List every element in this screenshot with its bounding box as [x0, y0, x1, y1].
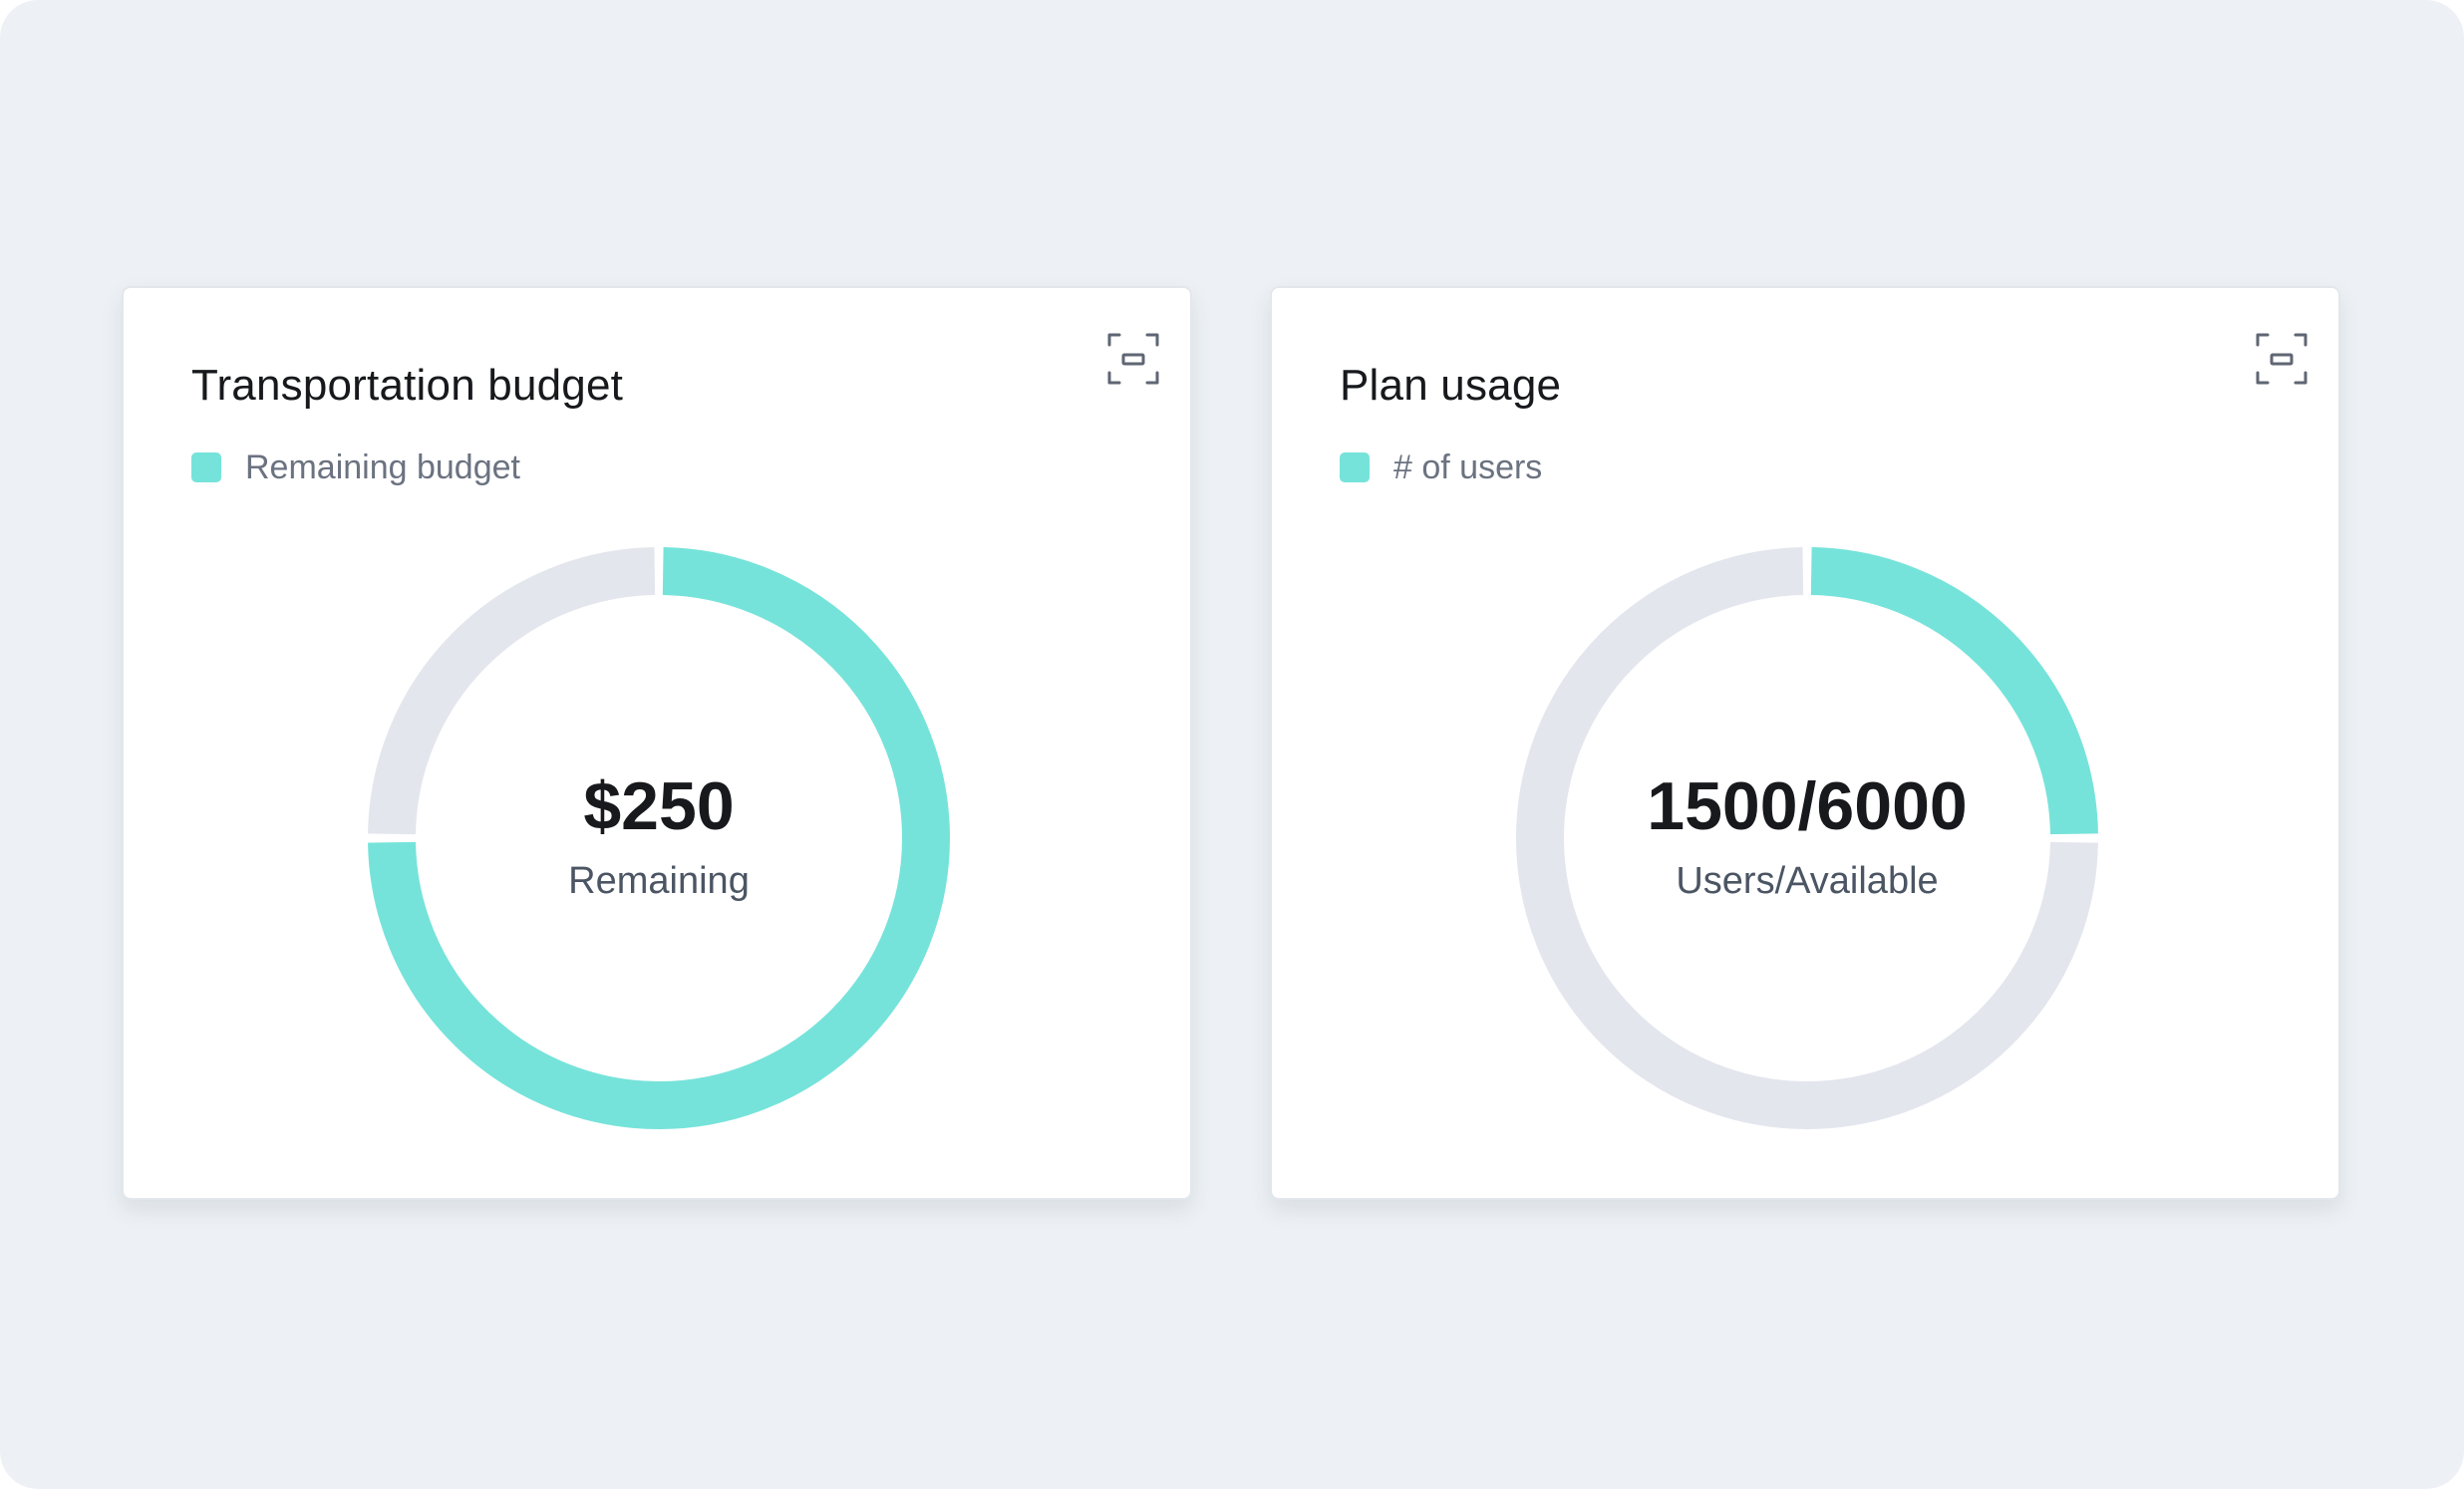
plan-usage-card: Plan usage # of users 1500/6000 Users/Av… [1270, 286, 2340, 1200]
chart-legend: # of users [1340, 447, 1542, 487]
donut-track [1516, 547, 2098, 1129]
donut-chart: $250 Remaining [368, 547, 950, 1129]
donut-center: 1500/6000 Users/Available [1516, 547, 2098, 1129]
card-title: Plan usage [1340, 361, 1562, 410]
donut-segment [1810, 547, 2098, 835]
expand-button[interactable] [2255, 332, 2309, 386]
card-title: Transportation budget [191, 361, 624, 410]
donut-center: $250 Remaining [368, 547, 950, 1129]
legend-swatch [191, 452, 221, 482]
donut-value: 1500/6000 [1647, 768, 1968, 844]
legend-label: Remaining budget [245, 447, 520, 486]
donut-caption: Users/Available [1676, 860, 1939, 902]
transportation-budget-card: Transportation budget Remaining budget $… [122, 286, 1192, 1200]
legend-swatch [1340, 452, 1370, 482]
donut-track [368, 547, 656, 835]
donut-caption: Remaining [568, 860, 750, 902]
expand-button[interactable] [1106, 332, 1160, 386]
legend-label: # of users [1393, 447, 1543, 486]
expand-icon [2256, 333, 2308, 385]
chart-legend: Remaining budget [191, 447, 520, 487]
donut-segment [368, 547, 950, 1129]
expand-icon [1107, 333, 1159, 385]
donut-value: $250 [583, 768, 735, 844]
donut-chart: 1500/6000 Users/Available [1516, 547, 2098, 1129]
